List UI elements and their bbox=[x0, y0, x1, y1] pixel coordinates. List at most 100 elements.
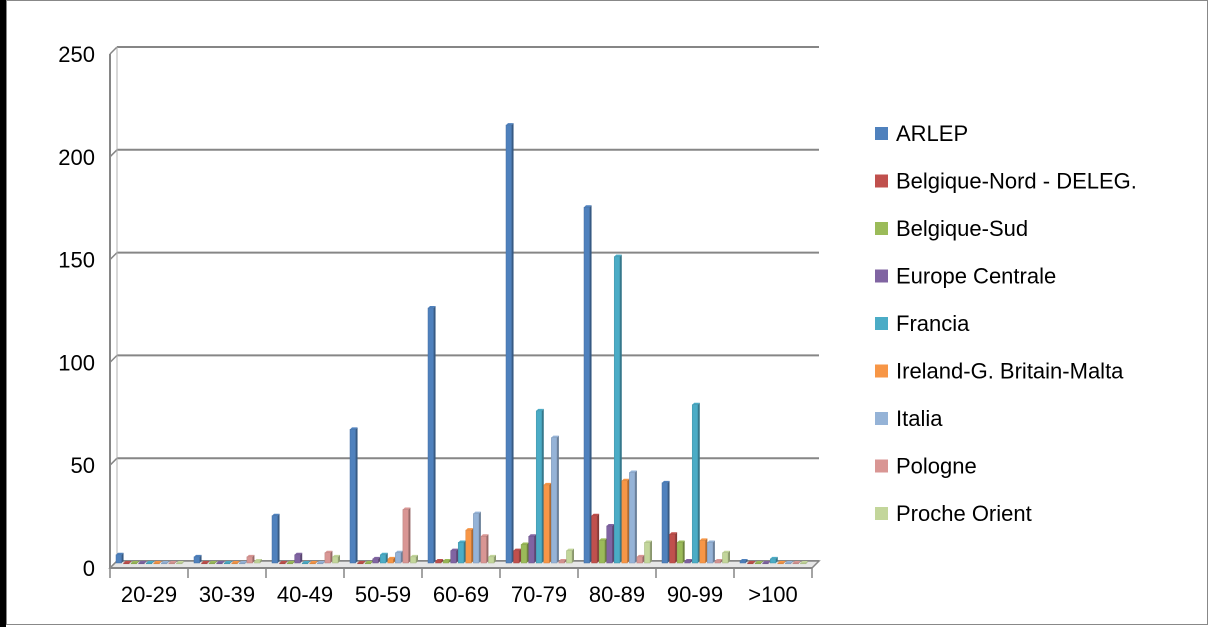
bar-francia-50-59 bbox=[379, 554, 387, 564]
bar-belgique-nord-deleg--70-79 bbox=[513, 550, 520, 564]
bar-side bbox=[244, 561, 247, 564]
bar-top bbox=[387, 556, 396, 559]
bar-side bbox=[408, 507, 411, 563]
bar-side bbox=[448, 558, 451, 563]
bar-ireland-g-britain-malta-70-79 bbox=[543, 484, 550, 564]
bar-proche-orient-30-39 bbox=[254, 560, 261, 564]
bar-top bbox=[302, 561, 310, 563]
bar-top bbox=[332, 554, 340, 557]
chart-frame: 0 50 100 150 200 250 20-29 30-39 40-49 50-59 60-6… bbox=[6, 0, 1208, 625]
bar-top bbox=[309, 561, 318, 563]
bar-top bbox=[566, 548, 574, 551]
bar-francia-70-79 bbox=[535, 410, 543, 564]
bar-europe-centrale-40-49 bbox=[294, 554, 301, 564]
bar-side bbox=[144, 561, 147, 564]
bar-ireland-g-britain-malta-40-49 bbox=[309, 562, 316, 565]
bar-belgique-sud-20-29 bbox=[130, 562, 137, 565]
x-tick-labels: 20-29 30-39 40-49 50-59 60-69 70-79 80-89 90-99… bbox=[121, 582, 798, 607]
bar-belgique-nord-deleg--40-49 bbox=[279, 562, 286, 565]
bar-side bbox=[285, 561, 288, 564]
bar-side bbox=[549, 482, 552, 563]
bar-top bbox=[194, 554, 202, 557]
x-tick-label: 30-39 bbox=[199, 582, 255, 607]
bar-top bbox=[558, 558, 567, 561]
bar-side bbox=[556, 435, 559, 563]
bar-side bbox=[355, 427, 358, 563]
bar-top bbox=[410, 554, 418, 557]
bar-top bbox=[372, 556, 381, 559]
bar-francia-40-49 bbox=[301, 562, 309, 565]
bar-side bbox=[798, 561, 801, 564]
bar-top bbox=[551, 435, 559, 438]
bar-side bbox=[338, 554, 340, 563]
bar-side bbox=[511, 123, 514, 564]
bar-top bbox=[350, 427, 358, 430]
bar-top bbox=[138, 561, 147, 563]
bar-side bbox=[697, 402, 700, 563]
bar-top bbox=[153, 561, 162, 563]
bar-side bbox=[806, 561, 808, 564]
x-tick-label: 70-79 bbox=[511, 582, 567, 607]
bar-side bbox=[675, 532, 678, 563]
bar-francia-20-29 bbox=[145, 562, 153, 565]
bar-pologne-70-79 bbox=[558, 560, 565, 564]
bar-top bbox=[395, 550, 403, 553]
bar-belgique-nord-deleg--90-99 bbox=[669, 533, 676, 564]
bar-side bbox=[486, 534, 489, 563]
legend-swatch bbox=[875, 269, 888, 283]
bar-belgique-sud-90-99 bbox=[676, 542, 683, 564]
bar-top bbox=[692, 402, 700, 405]
axis-3d-walls bbox=[108, 47, 821, 578]
bar-top bbox=[450, 548, 459, 551]
bar-top bbox=[116, 552, 124, 555]
bar-side bbox=[619, 254, 622, 563]
bar-francia-30-39 bbox=[223, 562, 231, 565]
bar-top bbox=[777, 561, 786, 563]
bar-arlep-70-79 bbox=[505, 124, 512, 564]
bar-side bbox=[604, 538, 607, 563]
bar-top bbox=[644, 540, 652, 543]
legend-swatch bbox=[875, 127, 888, 140]
bar-arlep-80-89 bbox=[583, 207, 590, 564]
bar-side bbox=[612, 523, 615, 563]
bar-side bbox=[159, 561, 162, 564]
bar-italia-20-29 bbox=[161, 562, 168, 565]
bar-top bbox=[714, 558, 723, 561]
bar-side bbox=[174, 561, 177, 564]
bar-pologne-50-59 bbox=[402, 509, 409, 564]
bar-belgique-sud-70-79 bbox=[520, 544, 527, 564]
x-tick-label: 80-89 bbox=[589, 582, 645, 607]
bar-ireland-g-britain-malta-60-69 bbox=[465, 529, 472, 564]
bar-side bbox=[222, 561, 225, 564]
bar-top bbox=[435, 558, 444, 561]
bar-side bbox=[720, 558, 723, 563]
bar-ireland-g-britain-malta-80-89 bbox=[621, 480, 628, 564]
bar-italia-50-59 bbox=[395, 552, 402, 564]
gridline-side-50 bbox=[109, 457, 118, 466]
legend-swatch bbox=[875, 364, 888, 378]
bar-belgique-nord-deleg--80-89 bbox=[591, 515, 598, 564]
bar-europe-centrale-80-89 bbox=[606, 525, 613, 564]
bar-top bbox=[324, 550, 333, 553]
bar-top bbox=[402, 507, 411, 510]
bar-arlep-90-99 bbox=[661, 482, 668, 564]
bar-top bbox=[629, 470, 637, 473]
bar-italia-60-69 bbox=[473, 513, 480, 564]
bar-top bbox=[528, 534, 537, 537]
bar-top bbox=[458, 540, 466, 543]
bar-side bbox=[564, 558, 567, 563]
bar-pologne-40-49 bbox=[324, 552, 331, 564]
legend-swatch bbox=[875, 222, 888, 235]
bar-top bbox=[785, 561, 793, 563]
bar-italia-30-39 bbox=[239, 562, 246, 565]
bar-side bbox=[471, 528, 474, 563]
bar-side bbox=[260, 558, 262, 563]
bar-top bbox=[800, 561, 808, 563]
bar-side bbox=[650, 540, 652, 563]
bar-belgique-sud-80-89 bbox=[598, 540, 605, 564]
bar-proche-orient-40-49 bbox=[332, 556, 339, 564]
bar-side bbox=[441, 558, 444, 563]
bars bbox=[115, 123, 808, 565]
bar-top bbox=[176, 561, 184, 563]
legend-swatch bbox=[875, 507, 888, 520]
